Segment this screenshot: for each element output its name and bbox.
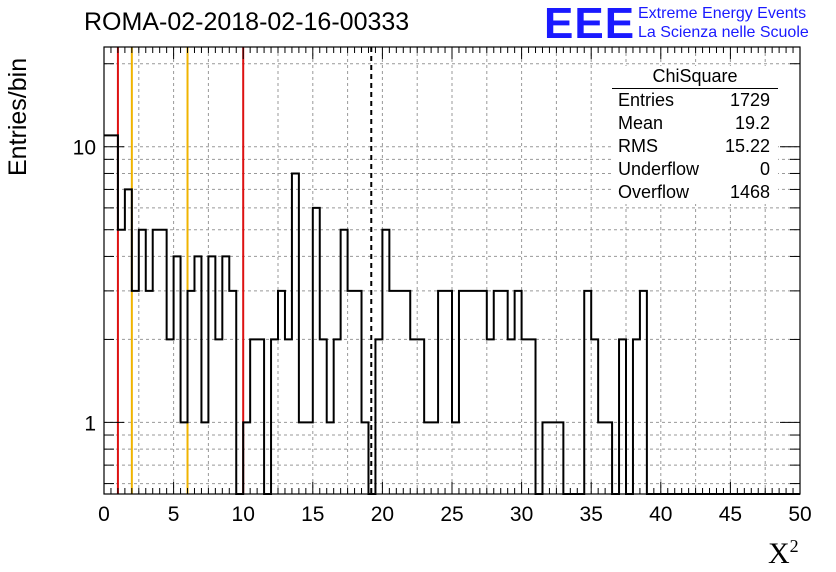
- x-tick-label: 10: [232, 503, 255, 526]
- histogram-bin: [438, 291, 445, 494]
- histogram-bin: [125, 189, 132, 494]
- histogram-bin: [480, 291, 487, 494]
- histogram-bin: [529, 339, 536, 494]
- histogram-bin: [382, 230, 389, 494]
- logo-caption-line2: La Scienza nelle Scuole: [638, 24, 809, 41]
- x-tick-label: 30: [510, 503, 533, 526]
- histogram-bin: [473, 291, 480, 494]
- histogram-bin: [445, 291, 452, 494]
- histogram-bin: [160, 230, 167, 494]
- y-tick-label: 10: [73, 137, 96, 160]
- histogram-bin: [591, 339, 598, 494]
- histogram-bin: [389, 291, 396, 494]
- stats-row-overflow: Overflow 1468: [618, 182, 770, 202]
- histogram-bin: [229, 291, 236, 494]
- histogram-bin: [132, 291, 139, 494]
- x-tick-label: 0: [98, 503, 110, 526]
- histogram-bin: [146, 291, 153, 494]
- histogram-bin: [194, 256, 201, 494]
- histogram-bin: [466, 291, 473, 494]
- x-axis-label: X2: [768, 536, 799, 570]
- stats-box: ChiSquare Entries 1729 Mean 19.2 RMS 15.22 …: [612, 66, 778, 204]
- stats-row-rms: RMS 15.22: [618, 136, 770, 156]
- histogram-bin: [487, 339, 494, 494]
- logo-caption-line1: Extreme Energy Events: [638, 5, 807, 22]
- x-tick-label: 35: [580, 503, 603, 526]
- histogram-bin: [334, 339, 341, 494]
- histogram-bin: [278, 291, 285, 494]
- x-tick-label: 20: [371, 503, 394, 526]
- histogram-bin: [494, 291, 501, 494]
- histogram-bin: [396, 291, 403, 494]
- histogram-outline: [104, 134, 800, 495]
- run-title: ROMA-02-2018-02-16-00333: [84, 8, 410, 36]
- histogram-bin: [355, 291, 362, 494]
- histogram-bin: [584, 291, 591, 494]
- histogram-bin: [257, 339, 264, 494]
- histogram-bin: [403, 291, 410, 494]
- histogram-bin: [410, 339, 417, 494]
- histogram-bin: [515, 291, 522, 494]
- histogram-bin: [215, 339, 222, 494]
- histogram-bin: [271, 339, 278, 494]
- histogram-bin: [208, 256, 215, 494]
- histogram-bin: [222, 256, 229, 494]
- histogram-bin: [250, 339, 257, 494]
- eee-logo-mark: EEE: [544, 0, 636, 48]
- histogram-bin: [188, 291, 195, 494]
- histogram-bin: [522, 339, 529, 494]
- histogram-bin: [501, 291, 508, 494]
- histogram-bin: [153, 230, 160, 494]
- histogram-bin: [619, 339, 626, 494]
- histogram-bin: [320, 339, 327, 494]
- histogram-bin: [167, 339, 174, 494]
- histogram-bin: [459, 291, 466, 494]
- histogram-bin: [174, 256, 181, 494]
- stats-title: ChiSquare: [612, 66, 778, 89]
- histogram-bin: [313, 208, 320, 494]
- x-tick-label: 45: [719, 503, 742, 526]
- histogram-bin: [118, 230, 125, 494]
- x-tick-label: 50: [788, 503, 811, 526]
- x-tick-label: 15: [301, 503, 324, 526]
- x-tick-label: 25: [440, 503, 463, 526]
- histogram-bin: [285, 339, 292, 494]
- x-tick-label: 40: [649, 503, 672, 526]
- y-tick-label: 1: [84, 412, 96, 435]
- stats-row-mean: Mean 19.2: [618, 113, 770, 133]
- stats-row-underflow: Underflow 0: [618, 159, 770, 179]
- histogram-bin: [375, 339, 382, 494]
- histogram-bin: [417, 339, 424, 494]
- histogram-bin: [508, 339, 515, 494]
- y-axis-label: Entries/bin: [4, 57, 32, 176]
- x-tick-label: 5: [168, 503, 180, 526]
- eee-logo: EEE Extreme Energy Events La Scienza nel…: [544, 0, 834, 48]
- histogram-bin: [139, 230, 146, 494]
- histogram-bin: [633, 339, 640, 494]
- histogram-bin: [292, 173, 299, 494]
- histogram-bin: [341, 230, 348, 494]
- histogram-bin: [640, 291, 647, 494]
- histogram-bin: [348, 291, 355, 494]
- stats-row-entries: Entries 1729: [618, 90, 770, 110]
